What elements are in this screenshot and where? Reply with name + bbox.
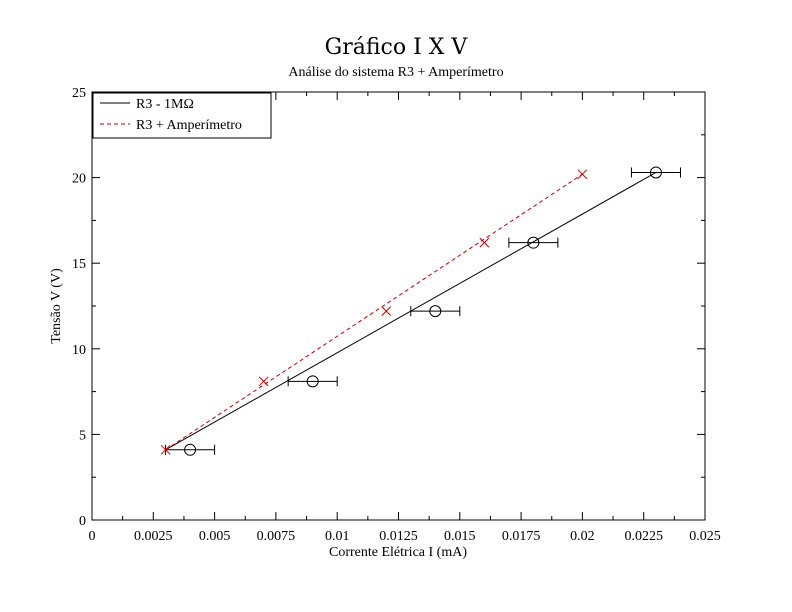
legend-box <box>92 92 272 139</box>
y-tick-label: 25 <box>72 86 86 101</box>
series-1-line <box>165 173 583 451</box>
y-axis-label: Tensão V (V) <box>49 268 64 344</box>
data-point <box>649 166 662 179</box>
x-tick-label: 0.01 <box>325 529 350 544</box>
x-tick-label: 0 <box>89 529 96 544</box>
x-tick-label: 0.005 <box>199 529 231 544</box>
x-tick-label: 0.0225 <box>624 529 663 544</box>
x-tick-label: 0.0125 <box>379 529 418 544</box>
data-point-stroke <box>381 306 392 316</box>
x-tick-label: 0.015 <box>444 529 476 544</box>
y-tick-label: 5 <box>79 428 86 443</box>
series-1 <box>160 169 588 455</box>
data-point <box>429 305 442 318</box>
error-bar <box>630 167 681 178</box>
series-layer <box>160 166 681 456</box>
x-tick-label: 0.0175 <box>502 529 541 544</box>
data-point <box>258 376 269 387</box>
data-point <box>479 237 490 248</box>
y-tick-label: 0 <box>79 514 86 529</box>
error-bar <box>165 444 216 455</box>
y-tick-label: 10 <box>72 343 86 358</box>
x-axis-label: Corrente Elétrica I (mA) <box>329 545 467 560</box>
data-point-stroke <box>577 169 588 180</box>
data-point <box>184 443 197 456</box>
data-point <box>527 236 540 249</box>
x-tick-label: 0.0025 <box>134 529 173 544</box>
data-point-stroke <box>479 237 490 248</box>
data-point <box>381 306 392 316</box>
y-axis-ticks: 0 5 10 15 20 25 <box>72 86 705 529</box>
data-point-stroke <box>258 376 269 387</box>
data-point <box>160 444 171 455</box>
legend-label-series-1: R3 + Amperímetro <box>136 118 242 133</box>
legend: R3 - 1MΩ R3 + Amperímetro <box>92 92 272 139</box>
x-tick-label: 0.025 <box>689 529 721 544</box>
y-tick-label: 15 <box>72 257 86 272</box>
chart-title: Gráfico I X V <box>325 35 469 60</box>
data-point <box>306 375 319 388</box>
plot-frame <box>91 91 706 521</box>
x-tick-label: 0.02 <box>570 529 595 544</box>
x-tick-label: 0.0075 <box>257 529 296 544</box>
series-0 <box>165 166 681 456</box>
data-point <box>577 169 588 180</box>
data-point-stroke <box>160 444 171 455</box>
error-bar <box>410 306 461 317</box>
legend-label-series-0: R3 - 1MΩ <box>136 97 194 112</box>
chart-subtitle: Análise do sistema R3 + Amperímetro <box>288 65 503 80</box>
plot-area: 0 0.0025 0.005 0.0075 0.01 0.0125 0.015 0.0175 0… <box>72 86 721 544</box>
x-axis-ticks: 0 0.0025 0.005 0.0075 0.01 0.0125 0.015 0.0175 0… <box>89 92 721 544</box>
y-tick-label: 20 <box>72 172 86 187</box>
error-bar <box>508 237 559 248</box>
error-bar <box>287 376 338 387</box>
